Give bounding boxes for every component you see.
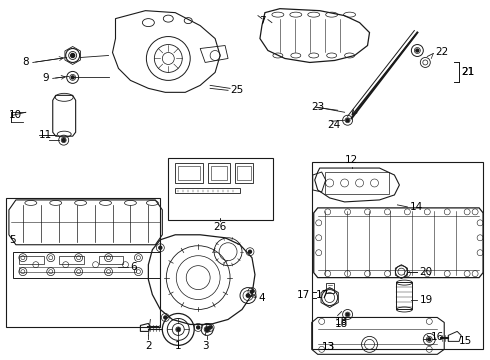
Circle shape [416,49,419,52]
Bar [13,252,160,278]
Text: 9: 9 [42,73,49,84]
Bar [175,188,240,193]
Text: 26: 26 [214,222,227,232]
Text: 18: 18 [335,318,348,328]
Circle shape [71,54,74,58]
Circle shape [248,250,251,253]
Bar [396,282,413,310]
Circle shape [62,139,65,141]
Circle shape [250,290,253,293]
Circle shape [246,294,249,297]
Text: 1: 1 [175,341,182,351]
Bar [19,267,136,272]
Text: 8: 8 [22,58,29,67]
Bar [208,163,230,183]
Circle shape [159,246,162,249]
Bar [175,163,203,183]
Bar [325,172,390,194]
Bar [312,162,483,349]
Text: 13: 13 [322,342,335,352]
Bar [235,163,253,183]
Circle shape [209,326,212,329]
Bar [237,166,251,180]
Circle shape [164,316,167,319]
Circle shape [346,313,349,316]
Text: 19: 19 [419,294,433,305]
Text: 13: 13 [322,342,335,352]
Bar [59,256,84,264]
Text: 4: 4 [258,293,265,302]
Circle shape [196,326,200,329]
Text: 7: 7 [259,15,265,26]
Text: 21: 21 [461,67,474,77]
Text: 20: 20 [419,267,433,276]
Text: 17: 17 [316,289,329,300]
Text: 21: 21 [461,67,474,77]
Circle shape [205,328,209,332]
Text: 14: 14 [409,202,422,212]
Bar [19,256,44,264]
Text: 25: 25 [230,85,244,95]
Text: 23: 23 [312,102,325,112]
Circle shape [346,119,349,122]
Text: 17: 17 [296,289,310,300]
Text: 2: 2 [145,341,152,351]
Bar [168,158,273,220]
Text: 6: 6 [130,262,137,272]
Text: 5: 5 [9,235,16,245]
Text: 16: 16 [431,332,444,342]
Text: 22: 22 [435,48,448,58]
Bar [178,166,200,180]
Text: 15: 15 [459,336,472,346]
Text: 18: 18 [335,319,348,329]
Bar [98,256,123,264]
Text: 12: 12 [345,155,358,165]
Bar [326,283,334,293]
Text: 24: 24 [328,120,341,130]
Bar [6,198,160,328]
Bar [211,166,227,180]
Text: 3: 3 [202,341,208,351]
Circle shape [177,328,180,331]
Text: 10: 10 [9,110,22,120]
Circle shape [428,338,431,341]
Circle shape [71,76,74,79]
Text: 11: 11 [39,130,52,140]
